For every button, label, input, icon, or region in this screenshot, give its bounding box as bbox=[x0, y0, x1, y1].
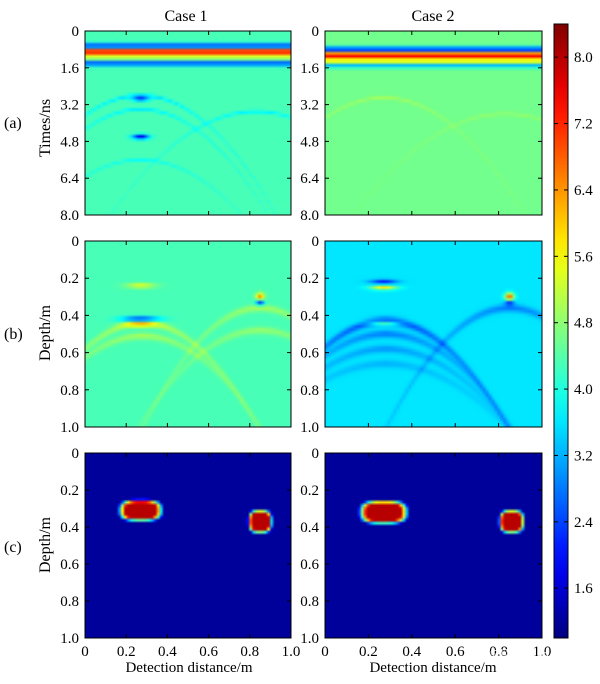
heatmap-row-c-case-2 bbox=[325, 453, 542, 638]
x-tick-label: 0.6 bbox=[199, 644, 218, 660]
y-tick-label: 6.4 bbox=[300, 171, 319, 187]
x-tick-label: 0 bbox=[81, 644, 89, 660]
y-tick-label: 0.6 bbox=[60, 346, 79, 362]
xlabel-left: Detection distance/m bbox=[125, 660, 252, 676]
x-tick-label: 0.4 bbox=[158, 644, 177, 660]
heatmap-row-c-case-1 bbox=[85, 453, 291, 638]
y-tick-label: 0 bbox=[72, 24, 80, 40]
x-tick-label: 0.2 bbox=[117, 644, 136, 660]
y-tick-label: 1.0 bbox=[300, 631, 319, 647]
y-tick-label: 3.2 bbox=[300, 98, 319, 114]
x-tick-label: 1.0 bbox=[282, 644, 301, 660]
panel-frame bbox=[84, 30, 292, 216]
y-tick-label: 0.8 bbox=[60, 594, 79, 610]
x-tick-label: 0.8 bbox=[489, 644, 508, 660]
y-tick-label: 1.0 bbox=[300, 420, 319, 436]
y-tick-label: 0.2 bbox=[60, 483, 79, 499]
y-tick-label: 8.0 bbox=[60, 208, 79, 224]
xlabel-right: Detection distance/m bbox=[369, 660, 496, 676]
panel-frame bbox=[84, 240, 292, 428]
y-tick-label: 0.4 bbox=[300, 520, 319, 536]
y-tick-label: 0.2 bbox=[300, 271, 319, 287]
y-tick-label: 6.4 bbox=[60, 171, 79, 187]
row-label-b: (b) bbox=[4, 326, 23, 343]
y-tick-label: 0.6 bbox=[300, 557, 319, 573]
panel-frame bbox=[324, 30, 543, 216]
y-tick-label: 4.8 bbox=[60, 134, 79, 150]
ylabel-row-a: Times/ns bbox=[37, 99, 54, 157]
colorbar-tick-label: 5.6 bbox=[574, 249, 593, 265]
colorbar-gradient bbox=[553, 23, 569, 639]
column-title-case-2: Case 2 bbox=[411, 8, 454, 25]
y-tick-label: 0.6 bbox=[300, 346, 319, 362]
y-tick-label: 1.0 bbox=[60, 420, 79, 436]
colorbar-tick-label: 4.8 bbox=[574, 316, 593, 332]
colorbar-tick-label: 2.4 bbox=[574, 515, 593, 531]
y-tick-label: 0 bbox=[72, 234, 80, 250]
y-tick-label: 0.8 bbox=[300, 383, 319, 399]
colorbar-tick-label: 4.0 bbox=[574, 382, 593, 398]
colorbar-tick-label: 3.2 bbox=[574, 448, 593, 464]
x-tick-label: 0.6 bbox=[446, 644, 465, 660]
x-tick-label: 0.8 bbox=[240, 644, 259, 660]
panel-frame bbox=[324, 452, 543, 639]
panels-layer bbox=[85, 31, 542, 638]
heatmap-row-b-case-1 bbox=[85, 241, 291, 427]
y-tick-label: 0.4 bbox=[60, 308, 79, 324]
row-label-a: (a) bbox=[4, 115, 22, 132]
x-tick-label: 1.0 bbox=[533, 644, 552, 660]
y-tick-label: 8.0 bbox=[300, 208, 319, 224]
column-title-case-1: Case 1 bbox=[164, 8, 207, 25]
watermark: 知乎 @JoeyBG bbox=[490, 647, 586, 664]
y-tick-label: 0.2 bbox=[60, 271, 79, 287]
y-tick-label: 0.8 bbox=[300, 594, 319, 610]
heatmap-row-a-case-1 bbox=[85, 31, 291, 215]
y-tick-label: 1.0 bbox=[60, 631, 79, 647]
colorbar-tick-label: 7.2 bbox=[574, 117, 593, 133]
y-tick-label: 0.8 bbox=[60, 383, 79, 399]
y-tick-label: 3.2 bbox=[60, 98, 79, 114]
y-tick-label: 0.2 bbox=[300, 483, 319, 499]
y-tick-label: 0.4 bbox=[60, 520, 79, 536]
x-tick-label: 0.4 bbox=[402, 644, 421, 660]
colorbar-tick-label: 1.6 bbox=[574, 581, 593, 597]
y-tick-label: 0.6 bbox=[60, 557, 79, 573]
x-tick-label: 0 bbox=[321, 644, 329, 660]
x-tick-label: 0.2 bbox=[359, 644, 378, 660]
y-tick-label: 1.6 bbox=[300, 61, 319, 77]
ylabel-row-c: Depth/m bbox=[37, 516, 54, 573]
axes-layer: 0 1.6 3.2 4.8 6.4 8.0 0 1.6 3.2 4.8 6.4 8.0 0 0.2 0.4 0… bbox=[60, 24, 551, 660]
y-tick-label: 0.4 bbox=[300, 308, 319, 324]
y-tick-label: 0 bbox=[312, 446, 320, 462]
row-label-c: (c) bbox=[4, 539, 22, 556]
heatmap-row-b-case-2 bbox=[325, 241, 542, 427]
y-tick-label: 1.6 bbox=[60, 61, 79, 77]
y-tick-label: 0 bbox=[72, 446, 80, 462]
y-tick-label: 0 bbox=[312, 234, 320, 250]
colorbar-tick-label: 8.0 bbox=[574, 50, 593, 66]
y-tick-label: 4.8 bbox=[300, 134, 319, 150]
heatmap-row-a-case-2 bbox=[325, 31, 542, 215]
colorbar-tick-label: 6.4 bbox=[574, 183, 593, 199]
ylabel-row-b: Depth/m bbox=[37, 304, 54, 361]
colorbar: 1.6 2.4 3.2 4.0 4.8 5.6 6.4 7.2 8.0 bbox=[553, 23, 593, 639]
panel-frame bbox=[84, 452, 292, 639]
panel-frame bbox=[324, 240, 543, 428]
y-tick-label: 0 bbox=[312, 24, 320, 40]
